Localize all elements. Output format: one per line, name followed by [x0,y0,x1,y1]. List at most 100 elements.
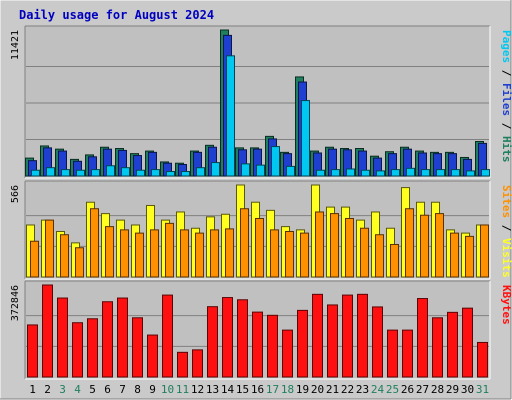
bar-sites-day-3 [60,234,69,278]
x-tick-label-day-21: 21 [326,383,339,396]
bar-sites-day-5 [90,208,99,278]
x-tick-label-day-7: 7 [119,383,126,396]
bar-kbytes-day-19 [297,309,308,378]
bar-kbytes-day-6 [102,301,113,378]
page-title: Daily usage for August 2024 [19,8,214,22]
bar-sites-day-17 [270,229,279,278]
bar-sites-day-24 [375,234,384,278]
x-tick-label-day-19: 19 [296,383,309,396]
bar-sites-day-8 [135,232,144,278]
x-tick-label-day-20: 20 [311,383,324,396]
series-legend-visits-sites: Sites / Visits [500,185,512,278]
legend-hits: Hits [500,136,512,163]
bar-sites-day-18 [285,230,294,278]
bar-pages-day-21 [331,169,340,177]
chart-panels: 11421 Pages / Files / Hits 566 Sites / Visi… [10,25,512,380]
x-tick-label-day-6: 6 [104,383,111,396]
x-tick-label-day-14: 14 [221,383,235,396]
x-tick-label-day-17: 17 [266,383,279,396]
x-tick-label-day-5: 5 [89,383,96,396]
bar-pages-day-4 [76,169,85,177]
bar-kbytes-day-26 [402,329,413,378]
bar-kbytes-day-13 [207,306,218,378]
x-tick-label-day-13: 13 [206,383,219,396]
bar-sites-day-19 [300,232,309,278]
bar-kbytes-day-18 [282,329,293,378]
y-max-label-hits-files-pages: 11421 [10,30,21,60]
panel-kbytes: 372846 KBytes [10,280,512,380]
bar-pages-day-18 [286,165,295,177]
bar-sites-day-23 [360,227,369,278]
bar-sites-day-6 [105,226,114,278]
bar-kbytes-day-27 [417,298,428,378]
bar-sites-day-9 [150,229,159,278]
bar-kbytes-day-4 [72,322,83,378]
bar-sites-day-31 [480,224,489,278]
bar-pages-day-25 [391,169,400,177]
bar-pages-day-2 [46,167,55,177]
x-tick-label-day-22: 22 [341,383,354,396]
bar-kbytes-day-28 [432,317,443,378]
bar-kbytes-day-25 [387,329,398,378]
legend-sites: Sites [500,185,512,218]
bar-pages-day-31 [481,169,490,177]
bar-pages-day-9 [151,169,160,177]
x-tick-label-day-1: 1 [29,383,36,396]
bar-pages-day-10 [166,171,175,177]
bar-pages-day-3 [61,169,70,177]
bar-sites-day-14 [225,228,234,278]
x-tick-label-day-24: 24 [371,383,385,396]
x-tick-label-day-2: 2 [44,383,51,396]
bar-kbytes-day-9 [147,334,158,378]
x-tick-label-day-4: 4 [74,383,81,396]
bar-pages-day-7 [121,167,130,177]
series-legend-kbytes: KBytes [500,285,512,325]
bar-kbytes-day-31 [477,341,488,378]
x-tick-label-day-18: 18 [281,383,294,396]
x-tick-label-day-16: 16 [251,383,264,396]
bar-kbytes-day-12 [192,349,203,378]
bar-kbytes-day-23 [357,293,368,378]
bar-kbytes-day-5 [87,318,98,378]
bar-sites-day-7 [120,229,129,278]
bar-kbytes-day-10 [162,294,173,378]
bar-kbytes-day-8 [132,317,143,378]
x-tick-label-day-25: 25 [386,383,399,396]
bar-sites-day-4 [75,247,84,278]
x-tick-label-day-3: 3 [59,383,66,396]
bar-pages-day-28 [436,169,445,177]
bar-kbytes-day-29 [447,311,458,378]
x-tick-label-day-11: 11 [176,383,189,396]
bar-sites-day-16 [255,217,264,278]
bar-kbytes-day-24 [372,306,383,378]
x-tick-label-day-31: 31 [476,383,489,396]
bar-sites-day-21 [330,213,339,278]
y-max-label-visits-sites: 566 [10,185,21,203]
y-max-label-kbytes: 372846 [10,285,21,321]
bar-pages-day-26 [406,167,415,177]
bar-pages-day-20 [316,169,325,177]
bar-sites-day-30 [465,235,474,278]
x-tick-label-day-12: 12 [191,383,204,396]
panel-visits-sites: 566 Sites / Visits [10,180,512,280]
x-tick-label-day-29: 29 [446,383,459,396]
bar-pages-day-23 [361,169,370,177]
bar-kbytes-day-30 [462,307,473,378]
bar-pages-day-11 [181,171,190,177]
bar-kbytes-day-15 [237,299,248,378]
bar-kbytes-day-16 [252,311,263,378]
bar-kbytes-day-20 [312,293,323,378]
bar-pages-day-30 [466,170,475,177]
legend-separator: / [500,116,512,136]
x-axis-day-labels: 1 2 3 4 5 6 7 8 9 10 11 12 13 14 15 16 17 18 19 20 21 22 23 24 2… [29,383,489,396]
bar-pages-day-13 [211,162,220,177]
bar-kbytes-day-7 [117,297,128,378]
bar-sites-day-27 [420,214,429,278]
x-tick-label-day-30: 30 [461,383,474,396]
bar-kbytes-day-2 [42,284,53,378]
bar-sites-day-10 [165,222,174,278]
bar-sites-day-1 [30,240,39,278]
bar-pages-day-14 [226,55,235,177]
bar-pages-day-5 [91,169,100,177]
